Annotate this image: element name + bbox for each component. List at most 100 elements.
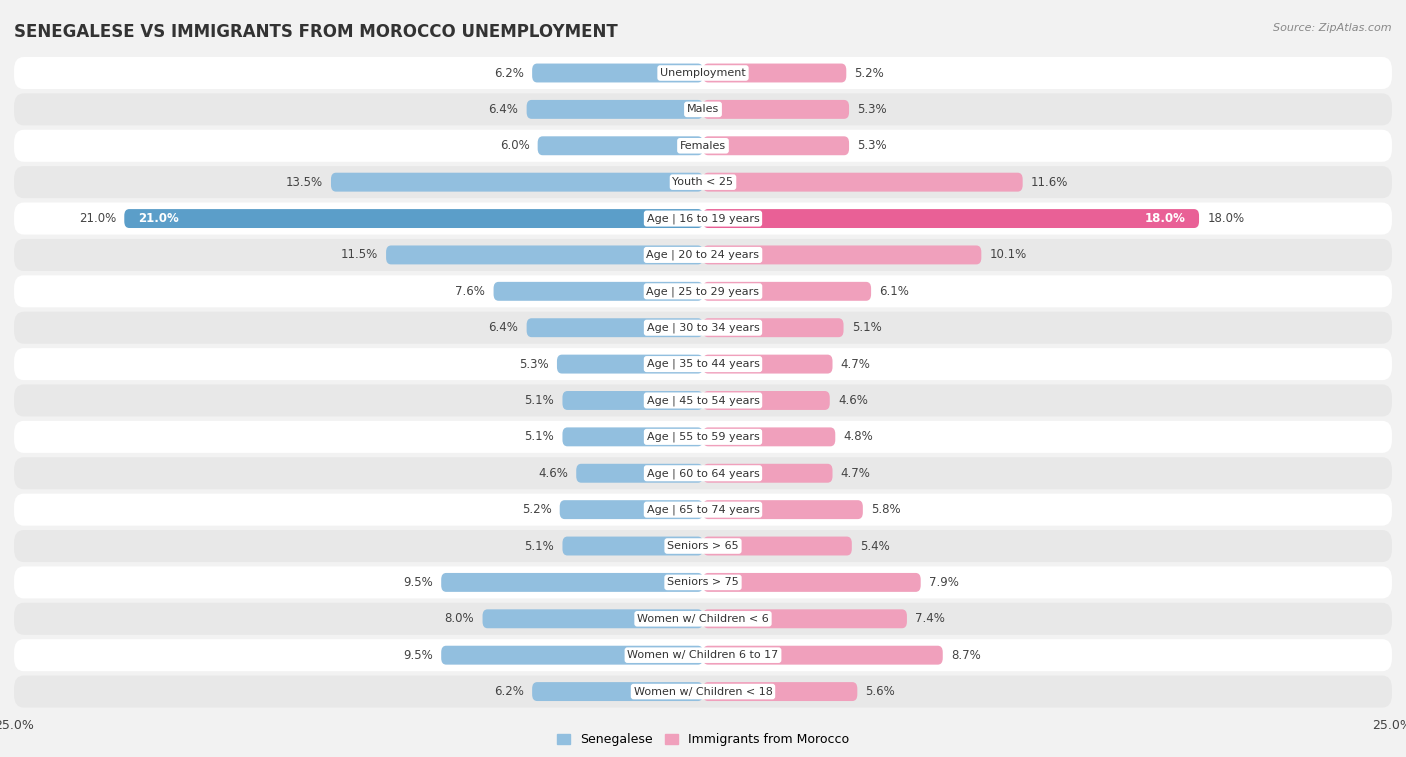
Text: Age | 45 to 54 years: Age | 45 to 54 years [647, 395, 759, 406]
Text: 4.7%: 4.7% [841, 357, 870, 371]
FancyBboxPatch shape [330, 173, 703, 192]
Text: Age | 35 to 44 years: Age | 35 to 44 years [647, 359, 759, 369]
FancyBboxPatch shape [124, 209, 703, 228]
FancyBboxPatch shape [562, 391, 703, 410]
FancyBboxPatch shape [703, 64, 846, 83]
FancyBboxPatch shape [562, 537, 703, 556]
Text: 21.0%: 21.0% [138, 212, 179, 225]
FancyBboxPatch shape [441, 646, 703, 665]
FancyBboxPatch shape [14, 129, 1392, 162]
Text: 8.0%: 8.0% [444, 612, 474, 625]
FancyBboxPatch shape [14, 312, 1392, 344]
Text: 5.1%: 5.1% [524, 394, 554, 407]
FancyBboxPatch shape [703, 573, 921, 592]
FancyBboxPatch shape [527, 318, 703, 337]
Legend: Senegalese, Immigrants from Morocco: Senegalese, Immigrants from Morocco [553, 728, 853, 752]
Text: 7.4%: 7.4% [915, 612, 945, 625]
Text: 18.0%: 18.0% [1144, 212, 1185, 225]
FancyBboxPatch shape [703, 354, 832, 373]
FancyBboxPatch shape [703, 245, 981, 264]
Text: Age | 65 to 74 years: Age | 65 to 74 years [647, 504, 759, 515]
FancyBboxPatch shape [562, 428, 703, 447]
Text: Age | 60 to 64 years: Age | 60 to 64 years [647, 468, 759, 478]
FancyBboxPatch shape [14, 457, 1392, 489]
Text: 6.4%: 6.4% [488, 103, 519, 116]
Text: Males: Males [688, 104, 718, 114]
Text: 11.5%: 11.5% [340, 248, 378, 261]
FancyBboxPatch shape [703, 100, 849, 119]
Text: Age | 30 to 34 years: Age | 30 to 34 years [647, 322, 759, 333]
FancyBboxPatch shape [494, 282, 703, 301]
FancyBboxPatch shape [482, 609, 703, 628]
Text: 5.3%: 5.3% [858, 103, 887, 116]
FancyBboxPatch shape [14, 566, 1392, 599]
Text: Source: ZipAtlas.com: Source: ZipAtlas.com [1274, 23, 1392, 33]
FancyBboxPatch shape [703, 282, 872, 301]
FancyBboxPatch shape [576, 464, 703, 483]
Text: Seniors > 65: Seniors > 65 [668, 541, 738, 551]
Text: 5.1%: 5.1% [852, 321, 882, 334]
FancyBboxPatch shape [560, 500, 703, 519]
Text: 5.2%: 5.2% [855, 67, 884, 79]
Text: Women w/ Children 6 to 17: Women w/ Children 6 to 17 [627, 650, 779, 660]
FancyBboxPatch shape [14, 494, 1392, 525]
FancyBboxPatch shape [703, 136, 849, 155]
Text: 5.1%: 5.1% [524, 431, 554, 444]
FancyBboxPatch shape [531, 64, 703, 83]
FancyBboxPatch shape [14, 348, 1392, 380]
Text: Seniors > 75: Seniors > 75 [666, 578, 740, 587]
FancyBboxPatch shape [14, 57, 1392, 89]
Text: Women w/ Children < 18: Women w/ Children < 18 [634, 687, 772, 696]
Text: Age | 55 to 59 years: Age | 55 to 59 years [647, 431, 759, 442]
Text: 5.3%: 5.3% [858, 139, 887, 152]
FancyBboxPatch shape [531, 682, 703, 701]
Text: 6.0%: 6.0% [499, 139, 530, 152]
Text: Unemployment: Unemployment [661, 68, 745, 78]
FancyBboxPatch shape [14, 639, 1392, 671]
FancyBboxPatch shape [14, 203, 1392, 235]
FancyBboxPatch shape [14, 93, 1392, 126]
FancyBboxPatch shape [703, 464, 832, 483]
Text: 6.2%: 6.2% [494, 685, 524, 698]
Text: Age | 25 to 29 years: Age | 25 to 29 years [647, 286, 759, 297]
Text: 4.6%: 4.6% [538, 467, 568, 480]
FancyBboxPatch shape [703, 428, 835, 447]
FancyBboxPatch shape [441, 573, 703, 592]
FancyBboxPatch shape [537, 136, 703, 155]
Text: 5.2%: 5.2% [522, 503, 551, 516]
Text: 9.5%: 9.5% [404, 576, 433, 589]
FancyBboxPatch shape [14, 239, 1392, 271]
Text: 11.6%: 11.6% [1031, 176, 1069, 188]
FancyBboxPatch shape [703, 173, 1022, 192]
Text: 10.1%: 10.1% [990, 248, 1026, 261]
Text: 7.6%: 7.6% [456, 285, 485, 298]
Text: 5.1%: 5.1% [524, 540, 554, 553]
FancyBboxPatch shape [557, 354, 703, 373]
FancyBboxPatch shape [14, 385, 1392, 416]
Text: 21.0%: 21.0% [79, 212, 117, 225]
FancyBboxPatch shape [14, 421, 1392, 453]
Text: 13.5%: 13.5% [285, 176, 323, 188]
FancyBboxPatch shape [14, 276, 1392, 307]
FancyBboxPatch shape [14, 166, 1392, 198]
Text: 6.4%: 6.4% [488, 321, 519, 334]
Text: Youth < 25: Youth < 25 [672, 177, 734, 187]
Text: 18.0%: 18.0% [1208, 212, 1244, 225]
Text: Age | 16 to 19 years: Age | 16 to 19 years [647, 213, 759, 224]
FancyBboxPatch shape [527, 100, 703, 119]
Text: 5.4%: 5.4% [860, 540, 890, 553]
Text: Age | 20 to 24 years: Age | 20 to 24 years [647, 250, 759, 260]
FancyBboxPatch shape [703, 609, 907, 628]
Text: 7.9%: 7.9% [929, 576, 959, 589]
FancyBboxPatch shape [387, 245, 703, 264]
FancyBboxPatch shape [703, 318, 844, 337]
Text: Women w/ Children < 6: Women w/ Children < 6 [637, 614, 769, 624]
FancyBboxPatch shape [703, 682, 858, 701]
Text: 5.3%: 5.3% [519, 357, 548, 371]
Text: 6.1%: 6.1% [879, 285, 910, 298]
FancyBboxPatch shape [14, 530, 1392, 562]
Text: 4.6%: 4.6% [838, 394, 868, 407]
Text: Females: Females [681, 141, 725, 151]
Text: 9.5%: 9.5% [404, 649, 433, 662]
FancyBboxPatch shape [703, 209, 1199, 228]
